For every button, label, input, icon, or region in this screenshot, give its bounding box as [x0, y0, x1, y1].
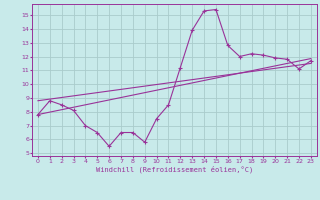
X-axis label: Windchill (Refroidissement éolien,°C): Windchill (Refroidissement éolien,°C) — [96, 165, 253, 173]
